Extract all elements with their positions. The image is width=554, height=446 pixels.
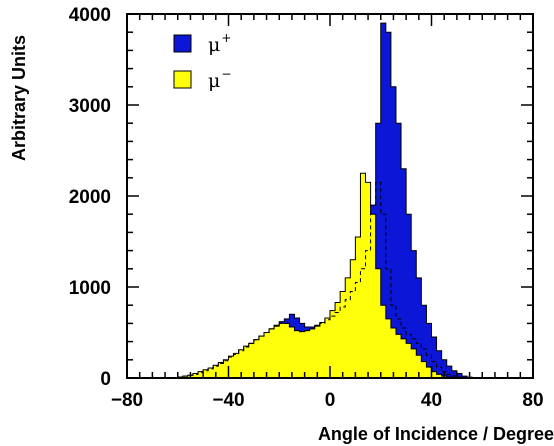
x-tick-label: −80 — [111, 390, 143, 411]
legend-swatch — [173, 70, 192, 89]
series-1-histogram — [177, 172, 483, 379]
x-axis-title: Angle of Incidence / Degree — [318, 424, 554, 444]
x-tick-label: −40 — [212, 390, 244, 411]
y-axis-title: Arbitrary Units — [9, 35, 29, 161]
y-tick-label: 1000 — [69, 278, 111, 299]
x-tick-label: 40 — [421, 390, 442, 411]
x-tick-label: 0 — [325, 390, 336, 411]
legend: μ+ μ− — [173, 31, 231, 92]
y-tick-label: 3000 — [69, 96, 111, 117]
legend-label: μ− — [208, 67, 231, 92]
y-tick-label: 4000 — [69, 5, 111, 26]
y-tick-label: 2000 — [69, 187, 111, 208]
plot-frame — [126, 13, 534, 379]
legend-swatch — [173, 34, 192, 53]
y-tick-label: 0 — [100, 369, 111, 390]
series-2-dashed-outline — [177, 181, 483, 379]
x-tick-label: 80 — [522, 390, 543, 411]
legend-label: μ+ — [208, 31, 231, 56]
tick-labels: −80 −40 0 40 80 0 1000 2000 3000 4000 — [69, 5, 544, 411]
histogram-bars — [177, 22, 483, 379]
